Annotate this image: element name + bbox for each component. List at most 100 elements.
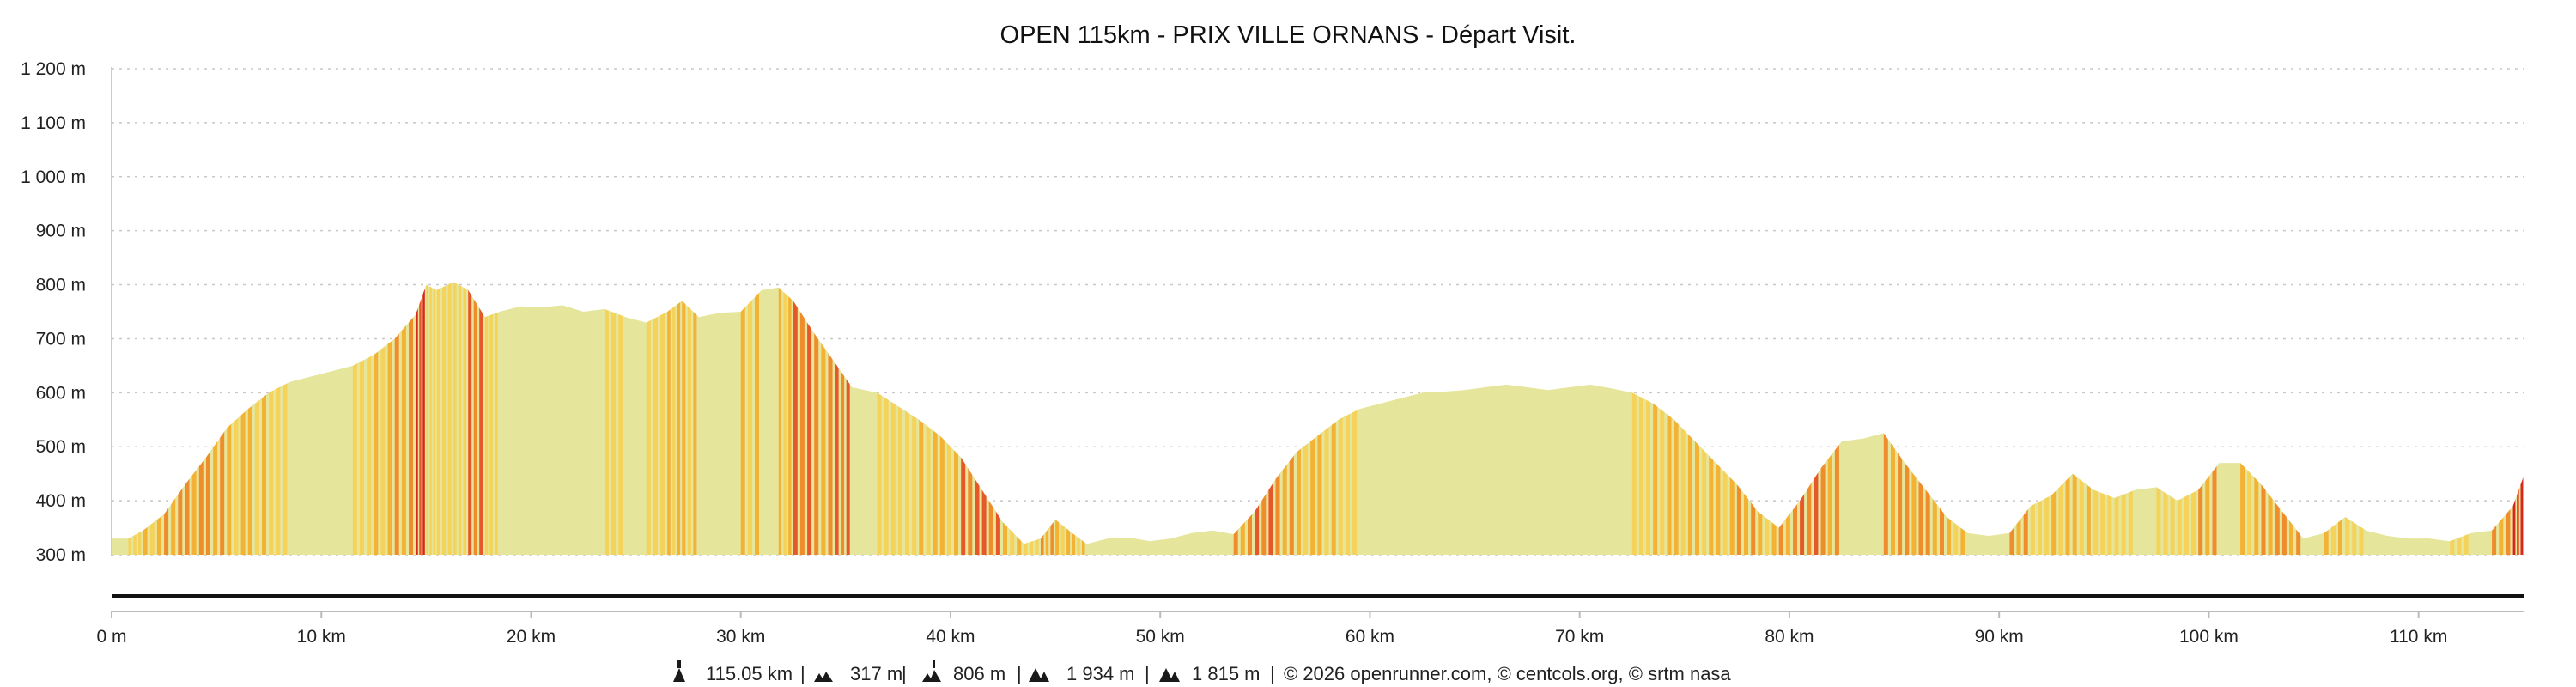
slope-band (185, 282, 190, 555)
slope-band (128, 282, 131, 555)
slope-band (1324, 282, 1329, 555)
y-tick-label: 500 m (36, 437, 86, 457)
elevation-area (112, 282, 2524, 555)
slope-band (1233, 282, 1238, 555)
slope-band (1297, 282, 1301, 555)
slope-band (1793, 282, 1797, 555)
slope-band (835, 282, 839, 555)
slope-band (1820, 282, 1826, 555)
slope-band (2520, 282, 2524, 555)
separator: | (1145, 663, 1150, 684)
slope-band (2359, 282, 2364, 555)
slope-band (409, 282, 413, 555)
slope-band (1744, 282, 1748, 555)
chart-title: OPEN 115km - PRIX VILLE ORNANS - Départ … (1000, 21, 1577, 49)
slope-band (394, 282, 399, 555)
slope-band (1674, 282, 1679, 555)
slope-band (2512, 282, 2516, 555)
slope-band (1331, 282, 1336, 555)
slope-band (1072, 282, 1076, 555)
slope-band (458, 282, 462, 555)
slope-band (968, 282, 973, 555)
slope-band (171, 282, 176, 555)
slope-band (605, 282, 609, 555)
slope-band (164, 282, 169, 555)
slope-band (2212, 282, 2217, 555)
slope-band (1346, 282, 1350, 555)
slope-band (933, 282, 938, 555)
slope-band (618, 282, 623, 555)
slope-band (2030, 282, 2035, 555)
elevation-gain-icon (1029, 668, 1049, 682)
slope-band (2345, 282, 2350, 555)
slope-band (473, 282, 477, 555)
slope-band (946, 282, 951, 555)
slope-band (468, 282, 472, 555)
slope-band (1240, 282, 1245, 555)
separator: | (1017, 663, 1022, 684)
slope-band (484, 282, 489, 555)
slope-band (755, 282, 759, 555)
range-selector[interactable] (112, 586, 2524, 613)
slope-band (1066, 282, 1071, 555)
slope-band (433, 282, 435, 555)
slope-band (788, 282, 792, 555)
distance-icon (673, 660, 685, 682)
slope-band (453, 282, 457, 555)
slope-band (912, 282, 917, 555)
slope-band (2086, 282, 2091, 555)
slope-band (1289, 282, 1294, 555)
slope-band (1716, 282, 1721, 555)
slope-band (178, 282, 183, 555)
slope-band (416, 282, 418, 555)
slope-band (269, 282, 274, 555)
slope-band (671, 282, 676, 555)
slope-band (1248, 282, 1252, 555)
slope-band (877, 282, 882, 555)
slope-band (807, 282, 812, 555)
slope-band (1953, 282, 1959, 555)
y-tick-label: 900 m (36, 222, 86, 241)
slope-band (926, 282, 931, 555)
slope-band (2281, 282, 2287, 555)
slope-band (2205, 282, 2210, 555)
slope-band (227, 282, 232, 555)
slope-band (961, 282, 966, 555)
slope-band (1010, 282, 1015, 555)
x-tick-label: 110 km (2390, 627, 2447, 647)
slope-band (234, 282, 239, 555)
min-altitude-icon (814, 672, 833, 682)
slope-band (1338, 282, 1343, 555)
slope-band (2065, 282, 2070, 555)
slope-band (2163, 282, 2168, 555)
slope-band (2296, 282, 2301, 555)
slope-band (1709, 282, 1714, 555)
slope-band (1282, 282, 1287, 555)
slope-band (1045, 282, 1049, 555)
slope-band (447, 282, 452, 555)
slope-band (1758, 282, 1763, 555)
slope-band (419, 282, 422, 555)
slope-band (954, 282, 958, 555)
route-stats-footer: 115.05 km | 317 m | 806 m | 1 934 m | 1 … (673, 660, 1731, 684)
slope-band (2268, 282, 2273, 555)
slope-band (149, 282, 155, 555)
slope-band (2016, 282, 2021, 555)
slope-band (2338, 282, 2342, 555)
slope-band (2023, 282, 2028, 555)
slope-band (1918, 282, 1923, 555)
x-tick-label: 0 m (96, 627, 126, 647)
slope-band (2079, 282, 2084, 555)
slope-band (1660, 282, 1665, 555)
slope-band (841, 282, 845, 555)
slope-band (2330, 282, 2336, 555)
slope-band (1925, 282, 1930, 555)
slope-band (2240, 282, 2245, 555)
max-altitude-icon (922, 660, 941, 682)
slope-band (426, 282, 428, 555)
slope-band (2107, 282, 2112, 555)
slope-band (814, 282, 819, 555)
slope-band (1911, 282, 1917, 555)
slope-band (2191, 282, 2196, 555)
slope-band (1702, 282, 1707, 555)
